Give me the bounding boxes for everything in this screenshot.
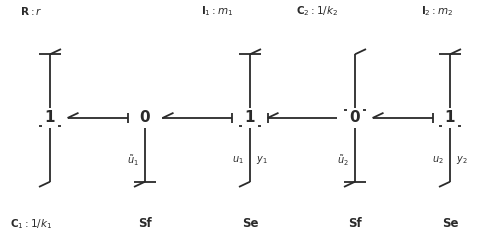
Text: $\tilde{u}_1$: $\tilde{u}_1$ (127, 153, 139, 168)
Text: $y_1$: $y_1$ (256, 155, 268, 166)
Text: Se: Se (242, 216, 258, 230)
Text: 0: 0 (350, 110, 360, 126)
Text: 1: 1 (245, 110, 256, 126)
Text: Se: Se (442, 216, 458, 230)
Text: $\tilde{u}_2$: $\tilde{u}_2$ (337, 153, 349, 168)
Text: 0: 0 (140, 110, 150, 126)
Text: 1: 1 (45, 110, 55, 126)
Text: $u_1$: $u_1$ (232, 155, 244, 166)
Text: $\mathbf{R}$$: r$: $\mathbf{R}$$: r$ (20, 5, 42, 17)
Text: $\mathbf{I}_1$$: m_1$: $\mathbf{I}_1$$: m_1$ (201, 4, 234, 17)
Text: $\mathbf{I}_2$$: m_2$: $\mathbf{I}_2$$: m_2$ (422, 4, 454, 17)
Text: $\mathbf{C}_1$$: 1/k_1$: $\mathbf{C}_1$$: 1/k_1$ (10, 217, 52, 231)
Text: 1: 1 (445, 110, 455, 126)
Text: Sf: Sf (348, 216, 362, 230)
Text: Sf: Sf (138, 216, 152, 230)
Text: $y_2$: $y_2$ (456, 155, 468, 166)
Text: $\mathbf{C}_2$$: 1/k_2$: $\mathbf{C}_2$$: 1/k_2$ (296, 4, 339, 17)
Text: $u_2$: $u_2$ (432, 155, 444, 166)
